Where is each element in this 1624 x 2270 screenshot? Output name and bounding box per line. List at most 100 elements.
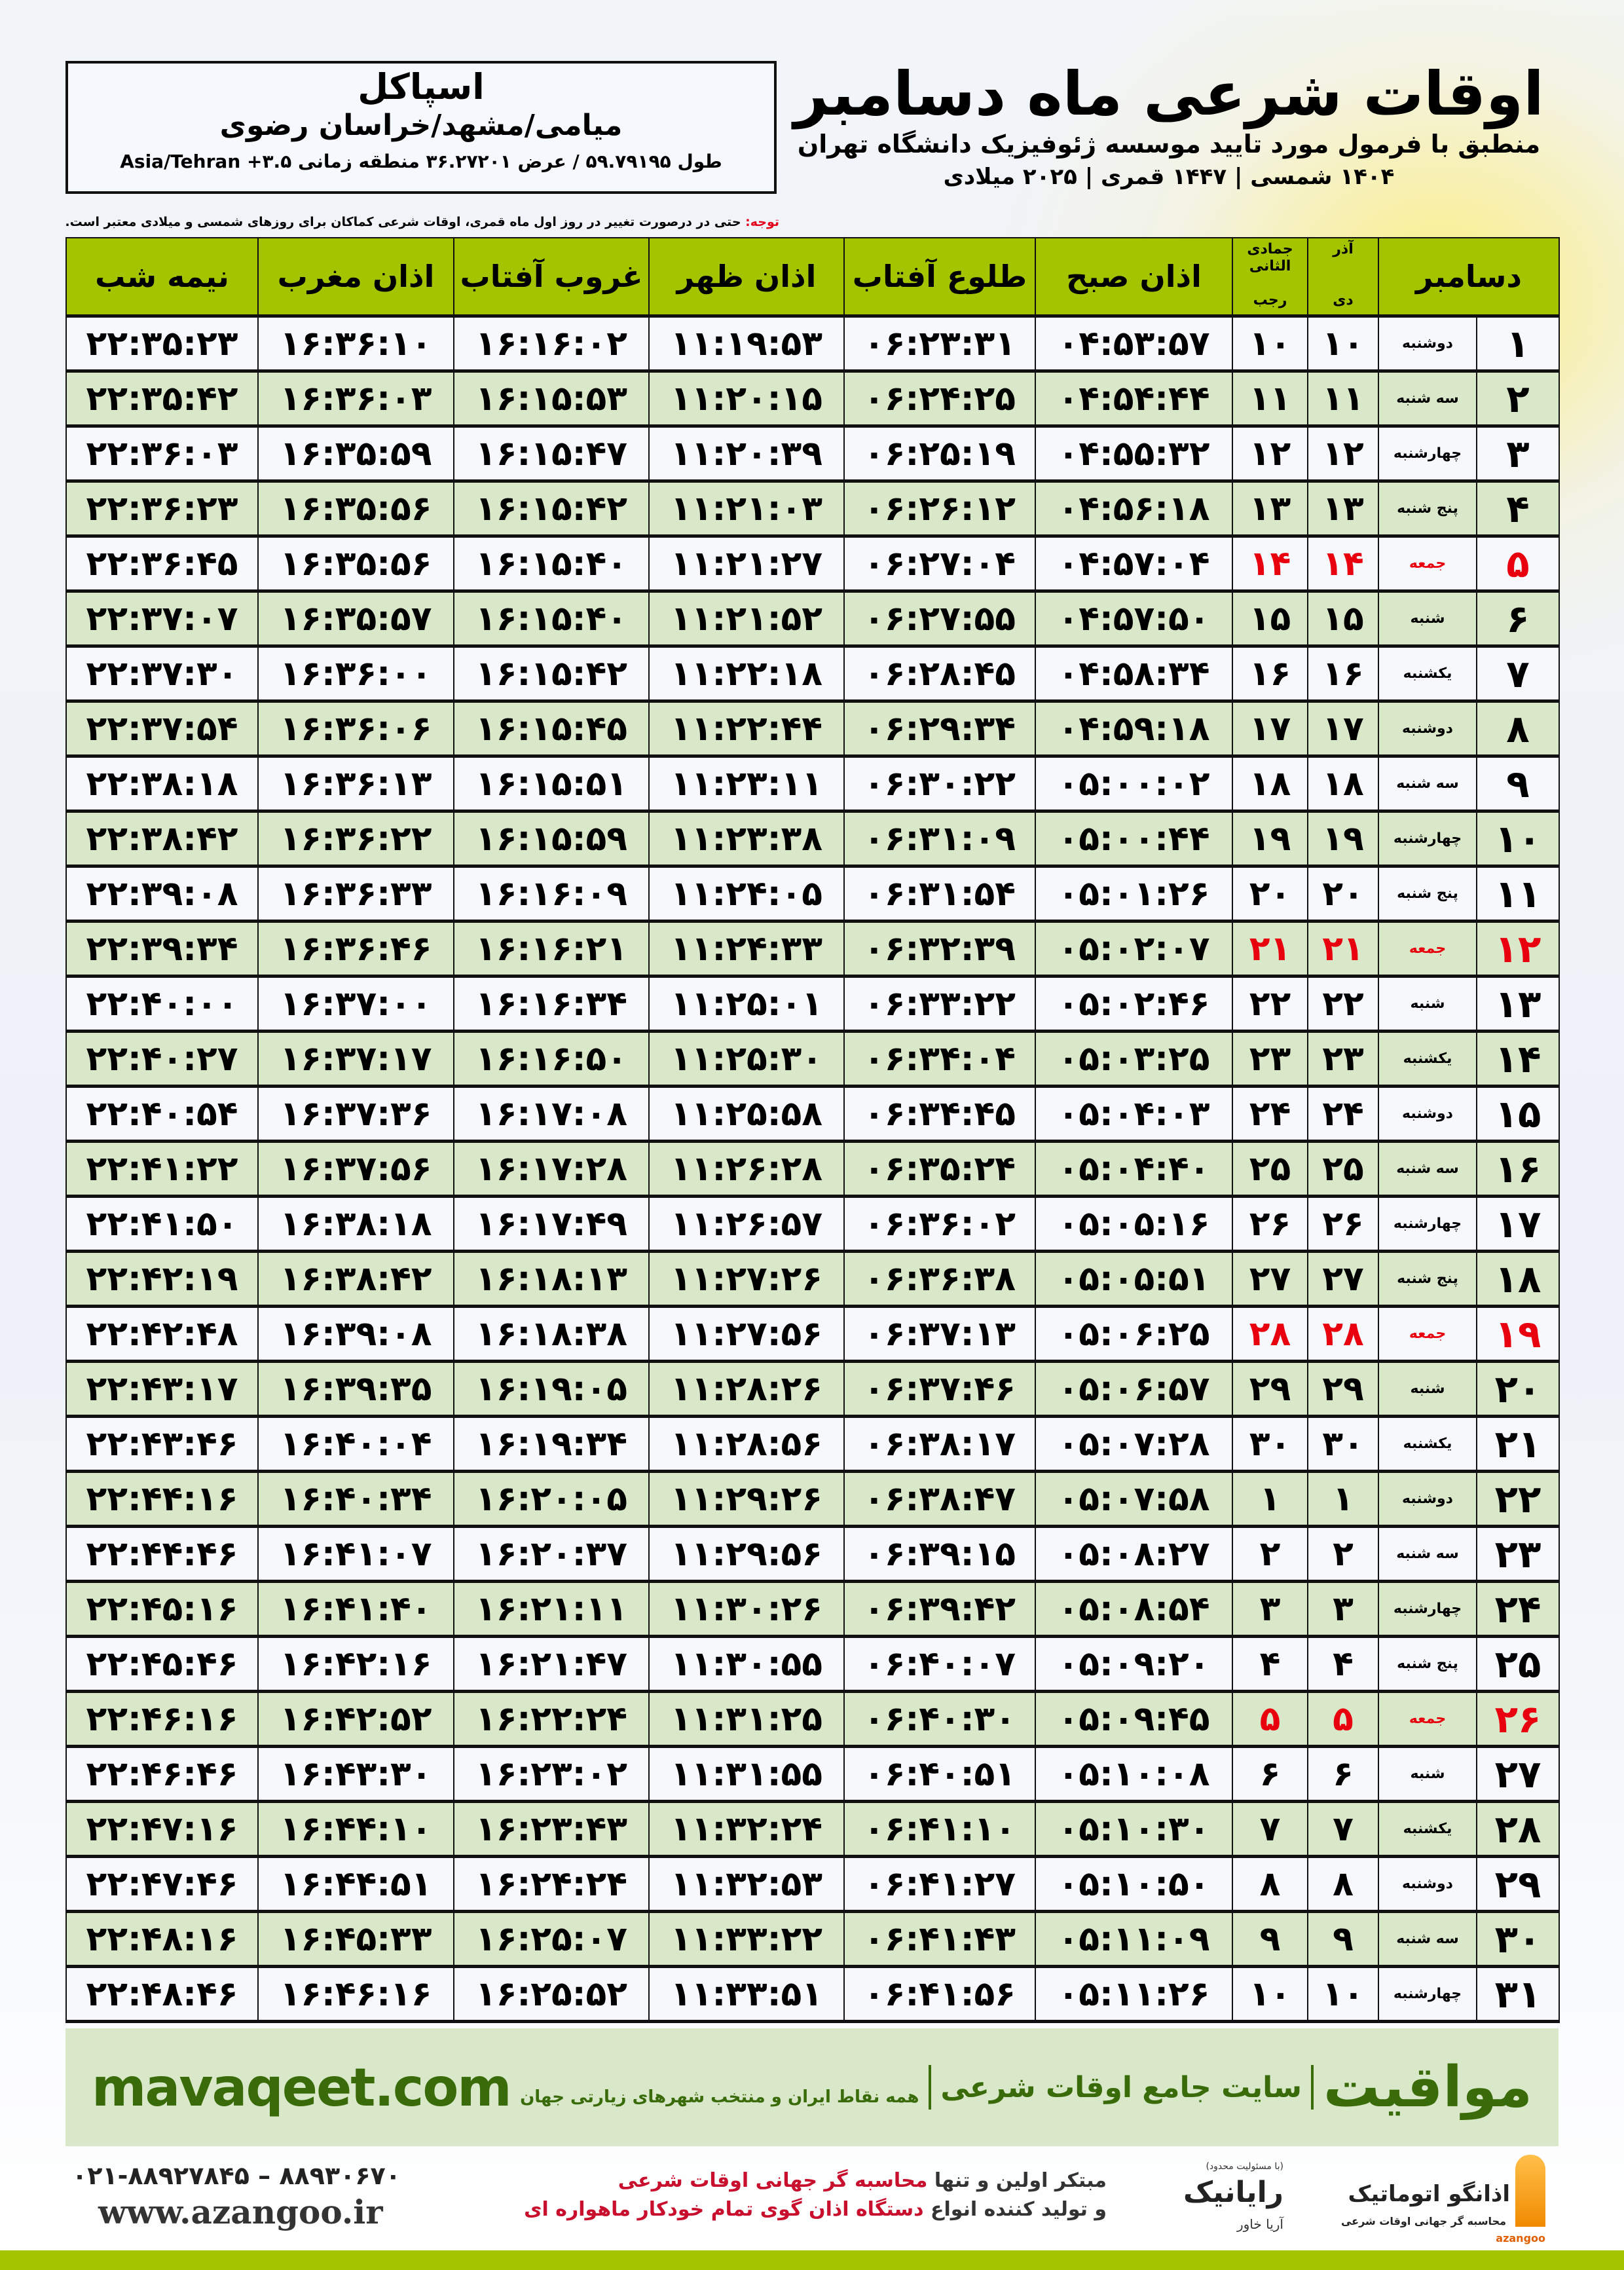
cell-nimeh: ۲۲:۴۵:۴۶ (65, 1635, 259, 1693)
azangoo-en: azangoo (1496, 2232, 1545, 2244)
cell-sobh: ۰۵:۰۰:۰۲ (1035, 755, 1233, 813)
cell-zohr: ۱۱:۲۶:۲۸ (648, 1140, 845, 1198)
cell-day: ۲۲ (1476, 1470, 1560, 1528)
mavaqeet-banner: mavaqeet.com همه نقاط ایران و منتخب شهره… (65, 2028, 1559, 2146)
cell-day: ۱۴ (1476, 1030, 1560, 1088)
banner-description-2: همه نقاط ایران و منتخب شهرهای زیارتی جها… (520, 2087, 919, 2107)
header-zohr: اذان ظهر (648, 237, 845, 318)
cell-zohr: ۱۱:۲۸:۲۶ (648, 1360, 845, 1418)
table-row: ۲۲:۳۸:۴۲ ۱۶:۳۶:۲۲ ۱۶:۱۵:۵۹ ۱۱:۲۳:۳۸ ۰۶:۳۱:۰۹… (65, 810, 1560, 868)
cell-sobh: ۰۵:۰۰:۴۴ (1035, 810, 1233, 868)
cell-ghorub: ۱۶:۱۵:۵۹ (453, 810, 650, 868)
cell-day: ۳ (1476, 425, 1560, 483)
cell-tolu: ۰۶:۳۴:۰۴ (843, 1030, 1036, 1088)
cell-tolu: ۰۶:۳۸:۱۷ (843, 1415, 1036, 1473)
cell-shamsi: ۲۹ (1307, 1360, 1379, 1418)
cell-shamsi: ۲۳ (1307, 1030, 1379, 1088)
cell-nimeh: ۲۲:۳۹:۳۴ (65, 920, 259, 978)
cell-sobh: ۰۵:۰۳:۲۵ (1035, 1030, 1233, 1088)
cell-hijri: ۲۵ (1232, 1140, 1308, 1198)
cell-sobh: ۰۴:۵۵:۳۲ (1035, 425, 1233, 483)
cell-weekday: پنج شنبه (1378, 1635, 1477, 1693)
cell-nimeh: ۲۲:۴۸:۴۶ (65, 1965, 259, 2023)
cell-weekday: پنج شنبه (1378, 865, 1477, 923)
table-row: ۲۲:۴۵:۴۶ ۱۶:۴۲:۱۶ ۱۶:۲۱:۴۷ ۱۱:۳۰:۵۵ ۰۶:۴۰:۰۷… (65, 1635, 1560, 1693)
cell-maghreb: ۱۶:۳۵:۵۹ (257, 425, 454, 483)
promo-2b: دستگاه اذان گوی تمام خودکار ماهواره ای (524, 2198, 924, 2221)
header-nimeh: نیمه شب (65, 237, 259, 318)
table-row: ۲۲:۴۸:۴۶ ۱۶:۴۶:۱۶ ۱۶:۲۵:۵۲ ۱۱:۳۳:۵۱ ۰۶:۴۱:۵۶… (65, 1965, 1560, 2023)
cell-tolu: ۰۶:۳۷:۱۳ (843, 1305, 1036, 1363)
cell-zohr: ۱۱:۲۲:۱۸ (648, 645, 845, 703)
cell-ghorub: ۱۶:۱۵:۴۵ (453, 700, 650, 758)
cell-zohr: ۱۱:۳۰:۵۵ (648, 1635, 845, 1693)
azangoo-website[interactable]: www.azangoo.ir (98, 2193, 383, 2231)
cell-tolu: ۰۶:۴۰:۰۷ (843, 1635, 1036, 1693)
cell-sobh: ۰۵:۱۱:۰۹ (1035, 1910, 1233, 1968)
cell-tolu: ۰۶:۴۱:۵۶ (843, 1965, 1036, 2023)
cell-weekday: سه شنبه (1378, 370, 1477, 428)
cell-hijri: ۱۴ (1232, 535, 1308, 593)
table-row: ۲۲:۴۱:۵۰ ۱۶:۳۸:۱۸ ۱۶:۱۷:۴۹ ۱۱:۲۶:۵۷ ۰۶:۳۶:۰۲… (65, 1195, 1560, 1253)
cell-hijri: ۲۱ (1232, 920, 1308, 978)
cell-ghorub: ۱۶:۱۵:۴۰ (453, 535, 650, 593)
table-header-row: نیمه شب اذان مغرب غروب آفتاب اذان ظهر طل… (65, 237, 1560, 318)
cell-sobh: ۰۵:۱۰:۳۰ (1035, 1800, 1233, 1858)
cell-ghorub: ۱۶:۱۵:۵۳ (453, 370, 650, 428)
cell-hijri: ۱۱ (1232, 370, 1308, 428)
cell-weekday: دوشنبه (1378, 700, 1477, 758)
cell-maghreb: ۱۶:۳۹:۰۸ (257, 1305, 454, 1363)
cell-ghorub: ۱۶:۱۶:۲۱ (453, 920, 650, 978)
cell-tolu: ۰۶:۳۹:۴۲ (843, 1580, 1036, 1638)
cell-nimeh: ۲۲:۳۵:۴۲ (65, 370, 259, 428)
cell-hijri: ۱۰ (1232, 315, 1308, 373)
cell-sobh: ۰۵:۰۲:۴۶ (1035, 975, 1233, 1033)
table-row: ۲۲:۳۶:۰۳ ۱۶:۳۵:۵۹ ۱۶:۱۵:۴۷ ۱۱:۲۰:۳۹ ۰۶:۲۵:۱۹… (65, 425, 1560, 483)
cell-maghreb: ۱۶:۴۶:۱۶ (257, 1965, 454, 2023)
table-row: ۲۲:۳۵:۴۲ ۱۶:۳۶:۰۳ ۱۶:۱۵:۵۳ ۱۱:۲۰:۱۵ ۰۶:۲۴:۲۵… (65, 370, 1560, 428)
cell-sobh: ۰۴:۵۷:۵۰ (1035, 590, 1233, 648)
cell-ghorub: ۱۶:۲۵:۵۲ (453, 1965, 650, 2023)
cell-maghreb: ۱۶:۳۶:۰۳ (257, 370, 454, 428)
cell-weekday: جمعه (1378, 1690, 1477, 1748)
cell-tolu: ۰۶:۳۱:۵۴ (843, 865, 1036, 923)
cell-maghreb: ۱۶:۴۵:۳۳ (257, 1910, 454, 1968)
cell-zohr: ۱۱:۳۳:۲۲ (648, 1910, 845, 1968)
cell-shamsi: ۱۶ (1307, 645, 1379, 703)
cell-sobh: ۰۴:۵۷:۰۴ (1035, 535, 1233, 593)
cell-shamsi: ۲۲ (1307, 975, 1379, 1033)
cell-maghreb: ۱۶:۴۲:۵۲ (257, 1690, 454, 1748)
cell-nimeh: ۲۲:۴۲:۴۸ (65, 1305, 259, 1363)
cell-hijri: ۱ (1232, 1470, 1308, 1528)
mavaqeet-site[interactable]: mavaqeet.com (92, 2056, 512, 2118)
cell-weekday: یکشنبه (1378, 645, 1477, 703)
promo-1b: محاسبه گر جهانی اوقات شرعی (618, 2169, 928, 2192)
cell-zohr: ۱۱:۲۳:۳۸ (648, 810, 845, 868)
cell-sobh: ۰۵:۰۷:۲۸ (1035, 1415, 1233, 1473)
cell-maghreb: ۱۶:۳۷:۰۰ (257, 975, 454, 1033)
cell-shamsi: ۱۲ (1307, 425, 1379, 483)
cell-shamsi: ۲۶ (1307, 1195, 1379, 1253)
cell-nimeh: ۲۲:۴۳:۱۷ (65, 1360, 259, 1418)
header-month: دسامبر (1378, 237, 1560, 318)
cell-shamsi: ۹ (1307, 1910, 1379, 1968)
cell-hijri: ۳ (1232, 1580, 1308, 1638)
cell-hijri: ۱۰ (1232, 1965, 1308, 2023)
table-row: ۲۲:۳۶:۲۳ ۱۶:۳۵:۵۶ ۱۶:۱۵:۴۲ ۱۱:۲۱:۰۳ ۰۶:۲۶:۱۲… (65, 480, 1560, 538)
table-row: ۲۲:۴۷:۴۶ ۱۶:۴۴:۵۱ ۱۶:۲۴:۲۴ ۱۱:۳۲:۵۳ ۰۶:۴۱:۲۷… (65, 1855, 1560, 1913)
cell-tolu: ۰۶:۲۷:۵۵ (843, 590, 1036, 648)
header-maghreb: اذان مغرب (257, 237, 454, 318)
cell-shamsi: ۲ (1307, 1525, 1379, 1583)
cell-maghreb: ۱۶:۳۵:۵۶ (257, 535, 454, 593)
cell-tolu: ۰۶:۲۸:۴۵ (843, 645, 1036, 703)
cell-tolu: ۰۶:۲۷:۰۴ (843, 535, 1036, 593)
page-subtitle: منطبق با فرمول مورد تایید موسسه ژئوفیزیک… (797, 130, 1541, 158)
cell-sobh: ۰۵:۰۴:۰۳ (1035, 1085, 1233, 1143)
rayanik-logo: (با مسئولیت محدود) رایانیک آریا خاور (1113, 2161, 1283, 2240)
table-row: ۲۲:۴۸:۱۶ ۱۶:۴۵:۳۳ ۱۶:۲۵:۰۷ ۱۱:۳۳:۲۲ ۰۶:۴۱:۴۳… (65, 1910, 1560, 1968)
cell-zohr: ۱۱:۲۵:۵۸ (648, 1085, 845, 1143)
cell-maghreb: ۱۶:۴۴:۵۱ (257, 1855, 454, 1913)
cell-zohr: ۱۱:۲۰:۳۹ (648, 425, 845, 483)
note: توجه: حتی در درصورت تغییر در روز اول ماه… (65, 215, 779, 229)
cell-hijri: ۳۰ (1232, 1415, 1308, 1473)
